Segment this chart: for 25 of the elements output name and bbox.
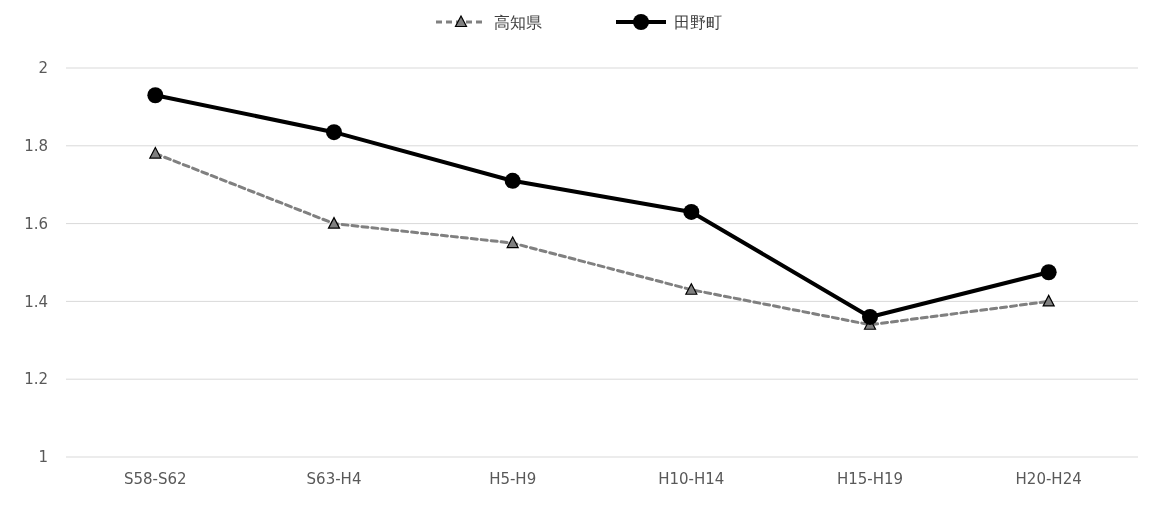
point xyxy=(862,308,878,325)
point xyxy=(683,203,700,220)
y-tick-label: 2 xyxy=(38,59,48,78)
point xyxy=(147,87,164,104)
point xyxy=(149,146,162,159)
x-tick-label: S58-S62 xyxy=(124,470,187,488)
point xyxy=(326,124,342,141)
y-tick-label: 1.2 xyxy=(24,370,48,389)
point xyxy=(504,172,521,189)
point xyxy=(327,217,341,229)
y-tick-label: 1 xyxy=(38,448,48,467)
x-tick-label: H15-H19 xyxy=(836,470,904,488)
point xyxy=(506,236,519,249)
point xyxy=(685,283,698,295)
y-tick-label: 1.6 xyxy=(24,214,48,233)
x-tick-label: H20-H24 xyxy=(1015,470,1082,488)
x-tick-label: S63-H4 xyxy=(306,470,362,488)
point xyxy=(1040,264,1057,281)
y-tick-label: 1.8 xyxy=(24,137,48,156)
legend-label: 高知県 xyxy=(494,12,542,32)
y-tick-label: 1.4 xyxy=(24,292,48,311)
x-tick-label: H10-H14 xyxy=(658,470,725,488)
x-tick-label: H5-H9 xyxy=(489,470,537,488)
legend-label: 田野町 xyxy=(674,12,722,32)
point xyxy=(1042,294,1055,307)
